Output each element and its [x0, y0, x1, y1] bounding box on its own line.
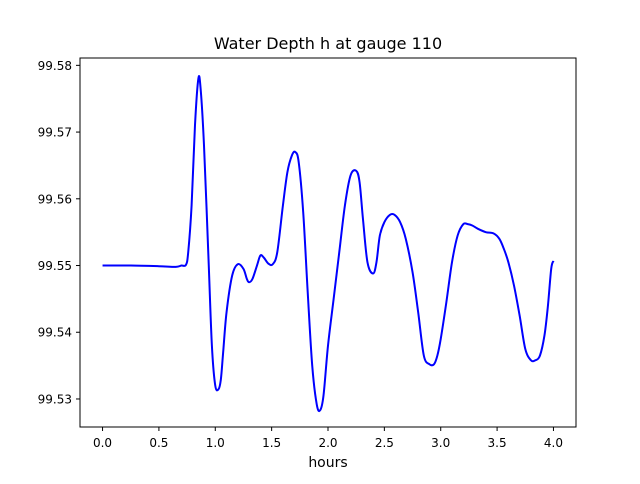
y-tick-label: 99.54: [38, 326, 72, 340]
y-tick-label: 99.53: [38, 392, 72, 406]
x-tick-label: 0.0: [93, 436, 112, 450]
series-layer: [102, 75, 555, 413]
x-tick-label: 4.0: [544, 436, 563, 450]
x-tick-label: 0.5: [149, 436, 168, 450]
y-tick-label: 99.57: [38, 126, 72, 140]
x-tick-label: 3.5: [488, 436, 507, 450]
series-line-0: [102, 75, 555, 413]
chart-title: Water Depth h at gauge 110: [214, 34, 442, 53]
plot-frame: [79, 57, 577, 428]
x-axis: 0.0 0.5 1.0 1.5 2.0 2.5 3.0 3.5 4.0: [93, 427, 563, 450]
y-tick-label: 99.56: [38, 192, 72, 206]
x-tick-label: 2.0: [318, 436, 337, 450]
x-axis-label: hours: [308, 455, 347, 471]
y-tick-label: 99.58: [38, 59, 72, 73]
y-axis: 99.53 99.54 99.55 99.56 99.57 99.58: [38, 59, 80, 406]
x-tick-label: 3.0: [431, 436, 450, 450]
x-tick-label: 2.5: [375, 436, 394, 450]
x-tick-label: 1.0: [206, 436, 225, 450]
x-tick-label: 1.5: [262, 436, 281, 450]
y-tick-label: 99.55: [38, 259, 72, 273]
